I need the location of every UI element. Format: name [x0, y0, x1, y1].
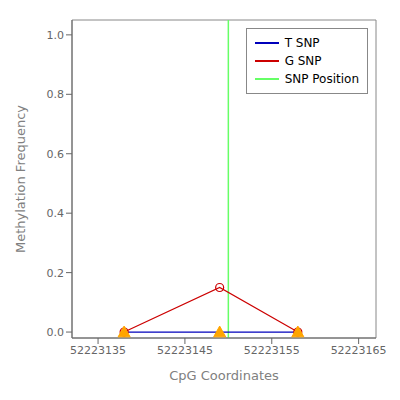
svg-text:52223165: 52223165: [331, 344, 387, 357]
svg-text:0.6: 0.6: [47, 148, 65, 161]
svg-text:0.0: 0.0: [47, 326, 65, 339]
svg-text:Methylation Frequency: Methylation Frequency: [13, 105, 28, 253]
svg-text:0.2: 0.2: [47, 267, 65, 280]
html-text:T SNP: T SNP: [284, 36, 320, 50]
svg-text:CpG Coordinates: CpG Coordinates: [169, 368, 279, 383]
svg-text:0.4: 0.4: [47, 207, 65, 220]
svg-text:52223145: 52223145: [157, 344, 213, 357]
svg-text:1.0: 1.0: [47, 29, 65, 42]
svg-text:52223155: 52223155: [244, 344, 300, 357]
svg-text:0.8: 0.8: [47, 88, 65, 101]
html-text:G SNP: G SNP: [284, 54, 322, 68]
svg-text:52223135: 52223135: [70, 344, 126, 357]
html-text:SNP Position: SNP Position: [284, 72, 359, 86]
